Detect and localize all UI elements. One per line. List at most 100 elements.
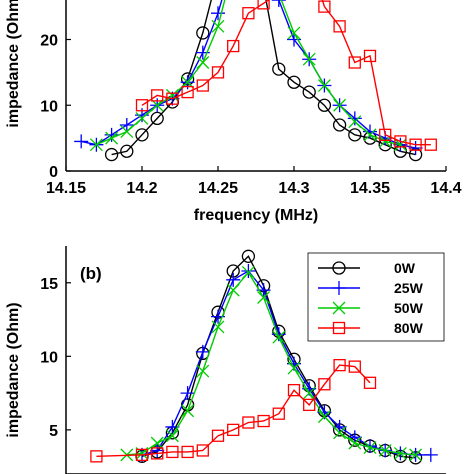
data-point-25w — [180, 386, 195, 401]
data-point-80w — [363, 376, 377, 389]
data-point-80w — [363, 49, 377, 63]
data-point-0w — [302, 85, 316, 99]
data-point-25w — [119, 117, 134, 132]
data-point-25w — [408, 140, 423, 155]
y-tick-label: 5 — [49, 423, 58, 440]
data-point-0w — [196, 26, 210, 40]
x-tick-label: 14.35 — [350, 180, 390, 197]
data-point-50w — [348, 436, 362, 450]
data-point-80w — [303, 398, 316, 412]
legend-label: 0W — [394, 260, 416, 276]
data-point-50w — [393, 446, 407, 460]
data-point-50w — [378, 134, 392, 148]
y-tick-label: 15 — [40, 276, 58, 293]
x-tick-label: 14.25 — [198, 180, 238, 197]
data-point-25w — [287, 32, 301, 47]
x-axis-title: frequency (MHz) — [194, 207, 318, 224]
data-point-80w — [151, 89, 164, 102]
data-point-0w — [120, 144, 134, 158]
data-point-80w — [348, 56, 361, 69]
data-point-25w — [226, 272, 241, 287]
data-point-50w — [393, 138, 407, 152]
data-point-50w — [89, 138, 103, 152]
data-point-0w — [287, 75, 301, 89]
data-point-50w — [287, 26, 301, 40]
data-point-50w — [241, 266, 255, 279]
x-tick-label: 14.4 — [430, 180, 461, 197]
legend-label: 80W — [394, 320, 424, 336]
data-point-25w — [423, 447, 438, 462]
data-point-0w — [348, 128, 362, 142]
panel-a: 0 10 20 14.15 14.2 14.25 14.3 14.35 14.4 frequenc… — [5, 0, 462, 224]
data-point-80w — [272, 407, 285, 420]
data-point-80w — [227, 423, 240, 437]
data-point-50w — [378, 444, 392, 457]
y-tick-label: 20 — [40, 33, 58, 50]
data-point-80w — [394, 135, 407, 148]
series-line-80w — [141, 0, 431, 146]
panel-b: 5 10 15 impedance (Ohm) (b) 0W 25W 50W 80W — [5, 246, 446, 474]
y-tick-label: 10 — [40, 349, 58, 366]
data-point-80w — [227, 39, 240, 53]
plot-area — [90, 249, 438, 465]
legend-label: 50W — [394, 300, 424, 316]
legend-label: 25W — [394, 280, 424, 296]
data-point-50w — [135, 111, 149, 125]
data-point-50w — [196, 56, 210, 69]
data-point-80w — [379, 128, 392, 141]
data-point-0w — [150, 111, 164, 126]
series-line-25w — [81, 0, 416, 149]
data-point-80w — [409, 138, 422, 151]
data-point-25w — [271, 327, 286, 342]
data-point-50w — [105, 131, 119, 145]
data-point-50w — [181, 404, 195, 418]
x-tick-label: 14.15 — [46, 180, 86, 197]
data-point-80w — [211, 66, 225, 79]
data-point-80w — [257, 414, 270, 428]
data-point-80w — [257, 0, 270, 10]
data-point-80w — [211, 429, 225, 442]
data-point-25w — [195, 344, 210, 359]
data-point-0w — [104, 147, 119, 162]
data-point-80w — [181, 445, 194, 459]
data-point-80w — [166, 92, 179, 105]
y-tick-label: 10 — [40, 98, 58, 115]
data-point-80w — [333, 358, 346, 372]
data-point-50w — [363, 441, 377, 454]
data-point-0w — [272, 62, 286, 76]
data-point-0w — [241, 249, 256, 263]
data-point-50w — [333, 98, 347, 112]
data-point-80w — [318, 0, 331, 13]
data-point-80w — [333, 20, 346, 33]
y-axis-title: impedance (Ohm) — [5, 0, 22, 128]
data-point-50w — [165, 88, 179, 102]
data-point-50w — [165, 429, 179, 443]
data-point-50w — [272, 330, 286, 344]
data-point-50w — [287, 361, 301, 375]
data-point-80w — [318, 378, 331, 391]
data-point-50w — [333, 426, 347, 440]
x-tick-label: 14.2 — [126, 180, 157, 197]
data-point-80w — [151, 447, 164, 460]
data-point-50w — [211, 320, 225, 334]
data-point-25w — [74, 134, 89, 149]
data-point-50w — [317, 79, 331, 92]
legend-swatch-marker — [332, 281, 346, 295]
data-point-50w — [211, 19, 225, 33]
series-line-50w — [126, 271, 416, 456]
panel-label: (b) — [80, 264, 102, 283]
data-point-50w — [363, 128, 377, 142]
data-point-80w — [424, 138, 437, 151]
data-point-50w — [317, 410, 331, 424]
plot-area — [74, 0, 437, 162]
data-point-25w — [211, 6, 225, 21]
data-point-0w — [135, 128, 149, 142]
data-point-80w — [196, 444, 209, 457]
data-point-80w — [242, 7, 255, 20]
data-point-50w — [257, 291, 271, 304]
series-line-0w — [111, 0, 416, 156]
y-axis-title: impedance (Ohm) — [5, 302, 22, 437]
data-point-50w — [348, 115, 362, 129]
data-point-80w — [135, 448, 149, 462]
